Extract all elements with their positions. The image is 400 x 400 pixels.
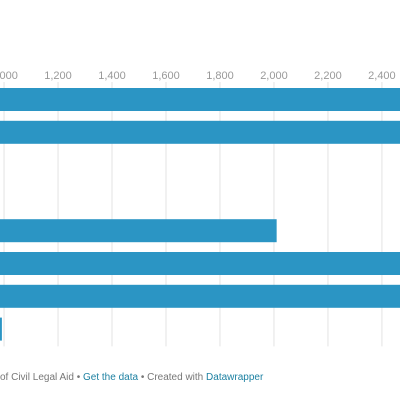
x-tick-label: 2,000	[260, 70, 288, 82]
x-tick-label: 1,600	[152, 70, 180, 82]
bar	[0, 317, 2, 341]
chart: 1,000 1,200 1,400 1,600 1,800 2,000 2,200 2,400	[0, 70, 400, 347]
created-with: • Created with	[140, 372, 204, 383]
footer: of Civil Legal Aid • Get the data • Crea…	[0, 372, 400, 383]
x-tick-label: 2,400	[368, 70, 396, 82]
tool-link[interactable]: Datawrapper	[206, 372, 264, 383]
x-tick-label: 1,200	[44, 70, 72, 82]
bar	[0, 219, 277, 243]
bar	[0, 88, 400, 111]
x-tick-label: 1,400	[98, 70, 126, 82]
bar	[0, 120, 400, 144]
data-link[interactable]: Get the data	[83, 372, 139, 383]
bar	[0, 252, 400, 275]
x-tick-label: 1,800	[206, 70, 234, 82]
bar	[0, 284, 400, 308]
x-tick-label: 2,200	[314, 70, 342, 82]
source: of Civil Legal Aid •	[0, 372, 81, 383]
x-tick-label: 1,000	[0, 70, 18, 82]
